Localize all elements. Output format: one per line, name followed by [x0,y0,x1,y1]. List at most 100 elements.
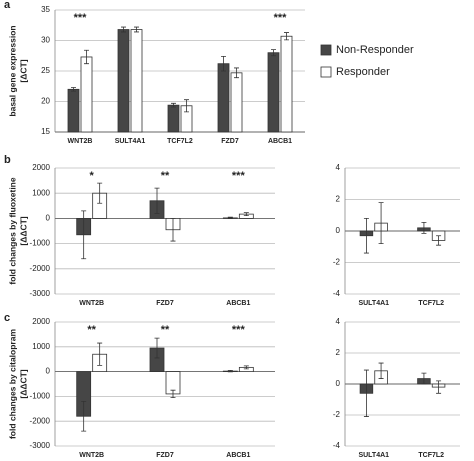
y-tick-label: -3000 [30,441,51,450]
y-tick-label: 2000 [32,317,50,326]
y-tick-label: -2000 [30,264,51,273]
panel-label: a [4,0,11,11]
error-bar [421,372,427,385]
y-axis-title: [ΔCT] [18,59,28,82]
y-tick-label: 0 [46,367,51,376]
x-tick-label: WNT2B [68,138,93,145]
y-tick-label: -4 [333,289,341,298]
y-tick-label: 1000 [32,188,50,197]
bar [230,72,243,133]
y-tick-label: -2000 [30,416,51,425]
significance: * [90,170,95,182]
x-tick-label: TCF7L2 [418,300,444,307]
y-tick-label: 1000 [32,342,50,351]
error-bar [284,32,289,41]
error-bar [227,369,233,373]
error-bar [184,99,189,113]
y-tick-label: 25 [41,66,50,75]
x-tick-label: FZD7 [156,452,174,459]
significance: ** [161,324,170,336]
x-tick-label: SULT4A1 [358,452,389,459]
x-tick-label: SULT4A1 [358,300,389,307]
error-bar [378,202,384,244]
error-bar [170,218,176,242]
error-bar [363,218,369,254]
y-tick-label: -2 [333,258,341,267]
error-bar [121,26,126,33]
significance: *** [232,324,246,336]
y-tick-label: 35 [41,5,50,14]
x-tick-label: ABCB1 [268,138,292,145]
x-tick-label: ABCB1 [226,452,250,459]
error-bar [271,49,276,57]
legend-swatch [320,66,332,78]
y-tick-label: -4 [333,441,341,450]
error-bar [171,102,176,108]
y-tick-label: 4 [336,317,341,326]
y-axis-title: basal gene expression [7,25,17,116]
significance: *** [274,12,288,24]
error-bar [234,67,239,79]
error-bar [154,337,160,359]
y-tick-label: 30 [41,36,50,45]
error-bar [436,380,442,394]
bar [67,88,80,133]
significance: *** [232,170,246,182]
x-tick-label: SULT4A1 [115,138,146,145]
y-axis-title: [ΔΔCT] [18,369,28,398]
error-bar [134,26,139,33]
bar [117,29,130,133]
significance: ** [161,170,170,182]
error-bar [84,49,89,65]
y-tick-label: -1000 [30,392,51,401]
bar [167,104,180,133]
error-bar [81,400,87,432]
y-tick-label: 15 [41,127,50,136]
y-axis-title: fold changes by citalopram [7,329,17,439]
legend-label: Non-Responder [336,44,414,56]
significance: ** [87,324,96,336]
x-tick-label: FZD7 [156,300,174,307]
y-tick-label: 0 [336,379,341,388]
error-bar [81,210,87,260]
error-bar [221,55,226,72]
error-bar [97,342,103,366]
error-bar [227,216,233,220]
error-bar [243,212,249,217]
error-bar [97,182,103,204]
x-tick-label: WNT2B [79,300,104,307]
x-tick-label: FZD7 [221,138,239,145]
error-bar [170,389,176,399]
y-tick-label: 2 [336,195,341,204]
x-tick-label: TCF7L2 [418,452,444,459]
y-tick-label: -1000 [30,239,51,248]
legend-label: Responder [336,66,390,78]
panel-label: c [4,312,10,324]
y-tick-label: 0 [46,214,51,223]
y-axis-title: fold changes by fluoxetine [7,177,17,284]
x-tick-label: ABCB1 [226,300,250,307]
error-bar [363,369,369,417]
y-tick-label: -3000 [30,289,51,298]
significance: *** [74,12,88,24]
error-bar [154,187,160,214]
bar [267,52,280,133]
y-tick-label: 20 [41,97,50,106]
error-bar [378,362,384,379]
x-tick-label: WNT2B [79,452,104,459]
bar [80,56,93,133]
error-bar [421,221,427,234]
y-axis-title: [ΔΔCT] [18,216,28,245]
error-bar [243,365,249,370]
error-bar [71,87,76,92]
y-tick-label: 2000 [32,163,50,172]
legend-swatch [320,44,332,56]
y-tick-label: 0 [336,226,341,235]
y-tick-label: 2 [336,348,341,357]
bar [217,63,230,133]
y-tick-label: -2 [333,410,341,419]
bar [280,35,293,133]
bar [130,29,143,133]
y-tick-label: 4 [336,163,341,172]
